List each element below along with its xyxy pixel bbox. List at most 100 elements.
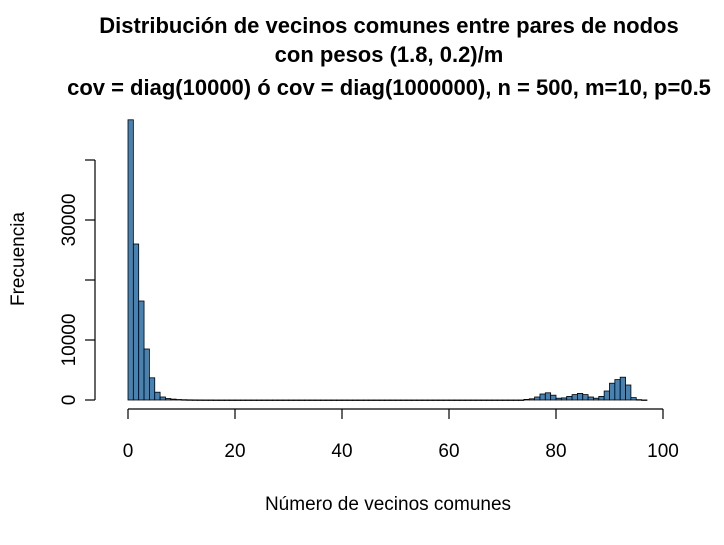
histogram-bar [384,399,391,401]
histogram-bar [368,399,375,401]
histogram-bar [148,377,156,401]
histogram-bar [459,399,466,401]
histogram-bar [304,399,311,401]
histogram-bar [502,399,509,401]
x-tick-label: 80 [545,441,566,462]
histogram-bar [555,397,562,401]
histogram-bar [593,397,600,401]
histogram-bar [491,399,498,401]
histogram-bar [352,399,359,401]
histogram-bar [330,399,338,401]
x-tick-label: 40 [331,441,352,462]
histogram-bar [395,399,402,401]
histogram-bar [566,395,573,401]
histogram-bar [218,399,225,401]
histogram-bar [571,394,578,401]
histogram-bar [432,399,439,401]
histogram-bar [314,399,321,401]
histogram-bar [598,395,605,401]
y-axis: 0 10000 30000 [59,159,96,406]
chart-title-line-2: con pesos (1.8, 0.2)/m [275,42,504,67]
histogram-bar [213,399,220,401]
histogram-bar [411,399,418,401]
histogram-bar [336,399,343,401]
histogram-bar [609,382,616,401]
histogram-bar [223,399,231,401]
histogram-bar [416,399,423,401]
histogram-bar [480,399,487,401]
histogram-bar [293,399,300,401]
histogram-bar [282,399,289,401]
histogram-bar [127,119,134,401]
histogram-bar [635,399,642,401]
histogram-bar [614,379,621,401]
histogram-bar [539,393,546,401]
histogram-bar [346,399,354,401]
histogram-bar [518,399,525,401]
histogram-bars [127,119,648,401]
histogram-bar [389,399,396,401]
y-tick-label: 10000 [59,314,80,367]
histogram-bar [266,399,273,401]
histogram-bar [587,396,594,401]
histogram-bar [577,392,584,401]
histogram-bar [619,376,626,401]
histogram-bar [159,396,166,401]
histogram-bar [512,399,519,401]
histogram-bar [437,399,445,401]
histogram-bar [544,392,552,401]
histogram-bar [170,398,177,401]
histogram-bar [229,399,236,401]
x-axis: 0 20 40 60 80 100 [123,408,679,462]
histogram-bar [464,399,471,401]
histogram-bar [630,397,637,401]
histogram-bar [207,399,214,401]
histogram-bar [143,348,150,401]
histogram-bar [362,399,370,401]
histogram-bar [357,399,364,401]
histogram-bar [379,399,386,401]
histogram-bar [191,399,198,401]
histogram-bar [405,399,412,401]
histogram-bar [255,399,263,401]
histogram-bar [523,398,530,401]
histogram-bar [486,399,493,401]
histogram-bar [448,399,455,401]
histogram-bar [234,399,241,401]
histogram-bar [202,399,209,401]
histogram-bar [277,399,284,401]
x-tick-label: 100 [647,441,679,462]
histogram-bar [181,399,188,401]
histogram-bar [582,394,589,401]
histogram-bar [534,396,541,401]
histogram-bar [261,399,268,401]
histogram-bar [325,399,332,401]
histogram-bar [496,399,503,401]
histogram-bar [341,399,348,401]
x-tick-label: 0 [123,441,134,462]
histogram-bar [245,399,252,401]
histogram-bar [427,399,434,401]
histogram-bar [272,399,279,401]
histogram-bar [154,391,161,401]
histogram-bar [320,399,327,401]
histogram-bar [475,399,482,401]
histogram-bar [528,398,535,401]
histogram-bar [239,399,247,401]
y-tick-label: 30000 [59,194,80,247]
histogram-bar [421,399,428,401]
histogram-bar [197,399,204,401]
histogram-bar [641,399,648,401]
histogram-bar [175,399,182,401]
histogram-bar [165,398,172,401]
chart-title-line-1: Distribución de vecinos comunes entre pa… [99,13,678,38]
y-axis-label: Frecuencia [8,212,29,306]
histogram-bar [560,397,568,401]
histogram-bar [443,399,450,401]
x-tick-label: 60 [438,441,459,462]
histogram-bar [298,399,305,401]
histogram-bar [507,399,514,401]
histogram-bar [186,399,193,401]
y-tick-label: 0 [59,395,80,406]
histogram-bar [469,399,477,401]
